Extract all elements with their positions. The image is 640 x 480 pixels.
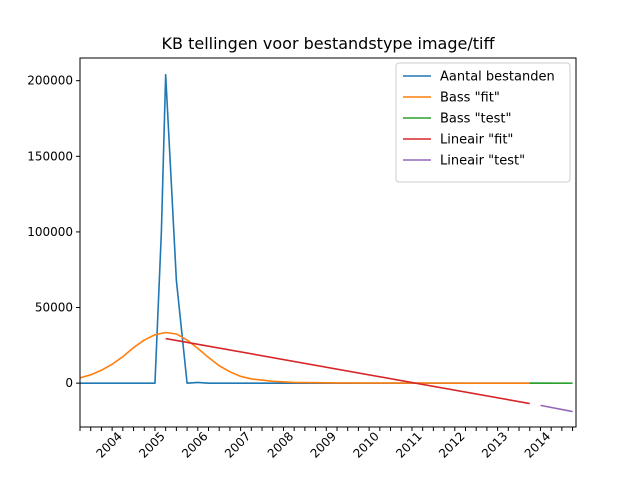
x-tick-label: 2007: [222, 429, 253, 460]
series-group: [79, 73, 573, 413]
x-tick-label: 2010: [350, 429, 381, 460]
legend: Aantal bestanden Bass "fit" Bass "test" Lin…: [395, 62, 571, 183]
series-line-2: [79, 331, 530, 384]
y-tick-label: 100000: [27, 225, 73, 239]
x-tick-label: 2009: [308, 429, 339, 460]
x-tick-label: 2011: [393, 429, 424, 460]
series-line-4: [165, 337, 530, 405]
plot-frame: [79, 57, 577, 428]
legend-entry: Bass "fit": [440, 91, 500, 106]
x-tick-label: 2004: [93, 429, 124, 460]
legend-entry: Bass "test": [440, 112, 512, 127]
y-tick-label: 200000: [27, 74, 73, 88]
x-tick-label: 2014: [522, 429, 553, 460]
x-tick-label: 2013: [479, 429, 510, 460]
x-tick-label: 2006: [179, 429, 210, 460]
x-axis: 2004 2005 2006 2007 2008 2009 2010 2011 2012 2013…: [79, 427, 574, 461]
legend-entry: Aantal bestanden: [440, 70, 555, 85]
series-line-5: [540, 404, 573, 413]
legend-entry: Lineair "test": [440, 154, 525, 169]
x-tick-label: 2008: [265, 429, 296, 460]
x-tick-label: 2012: [436, 429, 467, 460]
y-axis: 0 50000 100000 150000 200000: [27, 74, 80, 390]
x-tick-label: 2005: [136, 429, 167, 460]
legend-box: [395, 62, 571, 183]
y-tick-label: 50000: [35, 301, 73, 315]
y-tick-label: 150000: [27, 149, 73, 163]
legend-entry: Lineair "fit": [440, 133, 513, 148]
chart-title: KB tellingen voor bestandstype image/tif…: [162, 34, 496, 53]
y-tick-label: 0: [65, 376, 73, 390]
